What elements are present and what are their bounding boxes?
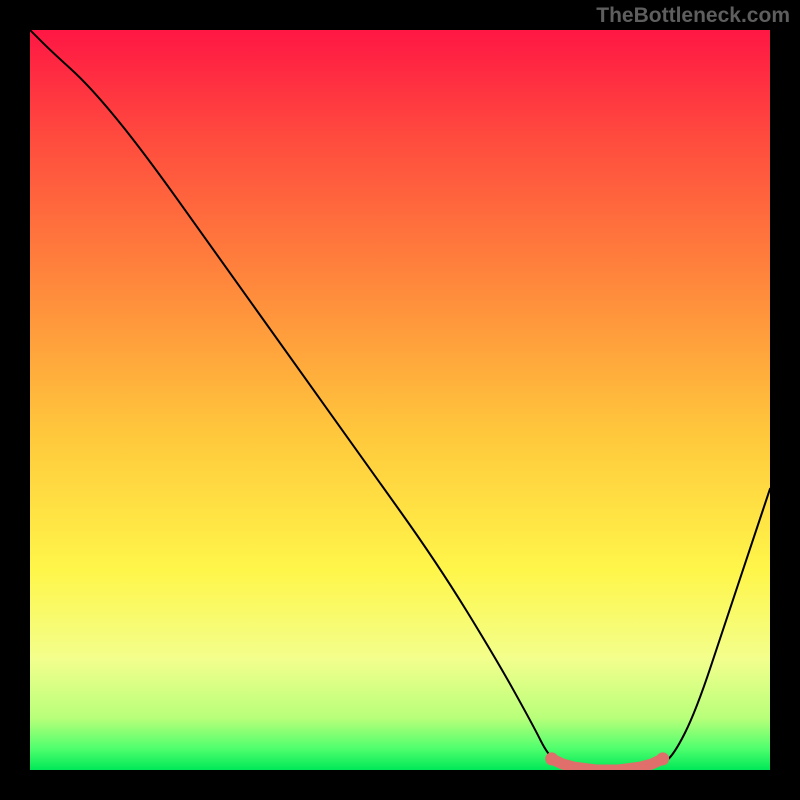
highlight-end-left	[545, 752, 558, 765]
chart-container	[30, 30, 770, 770]
watermark-text: TheBottleneck.com	[596, 4, 790, 28]
highlight-end-right	[656, 752, 669, 765]
chart-background	[30, 30, 770, 770]
bottleneck-chart	[30, 30, 770, 770]
